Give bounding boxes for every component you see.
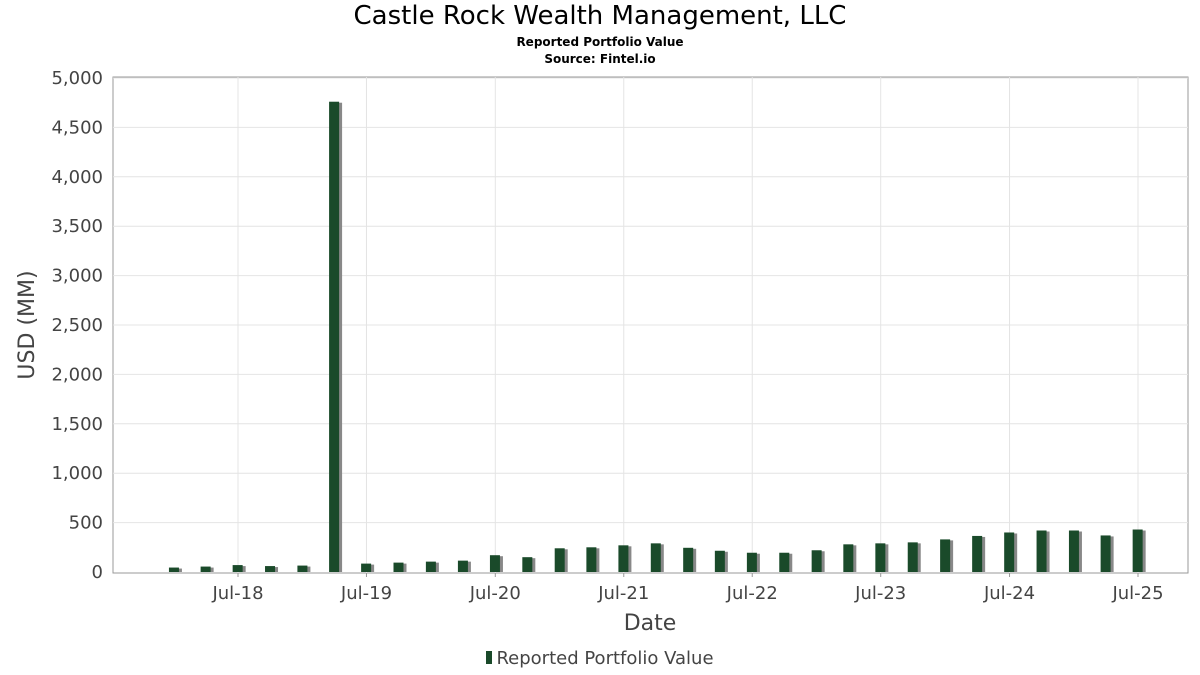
- legend: Reported Portfolio Value: [0, 648, 1200, 669]
- chart-subtitle: Reported Portfolio Value: [516, 35, 684, 49]
- bars: [168, 101, 1146, 572]
- bar: [1132, 529, 1143, 572]
- y-tick-label: 500: [69, 513, 103, 534]
- x-tick-label: Jul-24: [983, 583, 1035, 604]
- bar: [1036, 530, 1047, 572]
- x-axis-ticks: Jul-18 Jul-19 Jul-20 Jul-21 Jul-22 Jul-23 Jul-…: [211, 573, 1164, 604]
- bar: [779, 552, 790, 572]
- bar: [746, 552, 757, 572]
- bar: [1100, 535, 1111, 572]
- bar: [586, 547, 597, 572]
- y-axis-ticks: 0 500 1,000 1,500 2,000 2,500 3,000 3,500 4,000 4…: [51, 68, 103, 583]
- bar: [522, 557, 533, 572]
- y-tick-label: 1,000: [51, 463, 103, 484]
- bar: [200, 566, 211, 572]
- bar: [361, 563, 372, 572]
- bar: [940, 539, 951, 572]
- x-tick-label: Jul-19: [340, 583, 392, 604]
- bar: [843, 544, 854, 572]
- bar: [232, 565, 243, 572]
- x-tick-label: Jul-23: [854, 583, 906, 604]
- bar: [297, 565, 308, 572]
- bar: [554, 548, 565, 572]
- x-tick-label: Jul-25: [1111, 583, 1163, 604]
- x-tick-label: Jul-18: [211, 583, 263, 604]
- grid-lines: [113, 77, 1188, 573]
- x-tick-label: Jul-20: [469, 583, 521, 604]
- y-tick-label: 1,500: [51, 414, 103, 435]
- y-tick-label: 2,000: [51, 364, 103, 385]
- bar: [972, 535, 983, 572]
- bar: [875, 543, 886, 572]
- x-tick-label: Jul-21: [597, 583, 649, 604]
- bar: [1004, 532, 1015, 572]
- y-tick-label: 4,500: [51, 117, 103, 138]
- legend-label: Reported Portfolio Value: [496, 648, 714, 669]
- y-axis-title: USD (MM): [15, 270, 40, 379]
- bar: [683, 547, 694, 572]
- bar: [425, 561, 436, 572]
- chart-title: Castle Rock Wealth Management, LLC: [353, 1, 847, 31]
- y-tick-label: 3,500: [51, 216, 103, 237]
- legend-swatch: [486, 651, 493, 664]
- bar: [489, 555, 500, 572]
- y-tick-label: 4,000: [51, 167, 103, 188]
- bar: [714, 550, 725, 572]
- bar: [618, 545, 629, 572]
- y-tick-label: 2,500: [51, 315, 103, 336]
- bar: [168, 567, 179, 572]
- bar: [1068, 530, 1079, 572]
- bar: [265, 566, 276, 572]
- y-tick-label: 3,000: [51, 266, 103, 287]
- bar: [457, 560, 468, 572]
- bar: [650, 543, 661, 572]
- bar: [811, 550, 822, 572]
- bar: [393, 562, 404, 572]
- x-tick-label: Jul-22: [726, 583, 778, 604]
- bar: [329, 101, 340, 572]
- y-tick-label: 0: [92, 562, 103, 583]
- y-tick-label: 5,000: [51, 68, 103, 89]
- chart-source: Source: Fintel.io: [544, 52, 656, 66]
- x-axis-title: Date: [624, 611, 677, 636]
- bar: [907, 542, 918, 572]
